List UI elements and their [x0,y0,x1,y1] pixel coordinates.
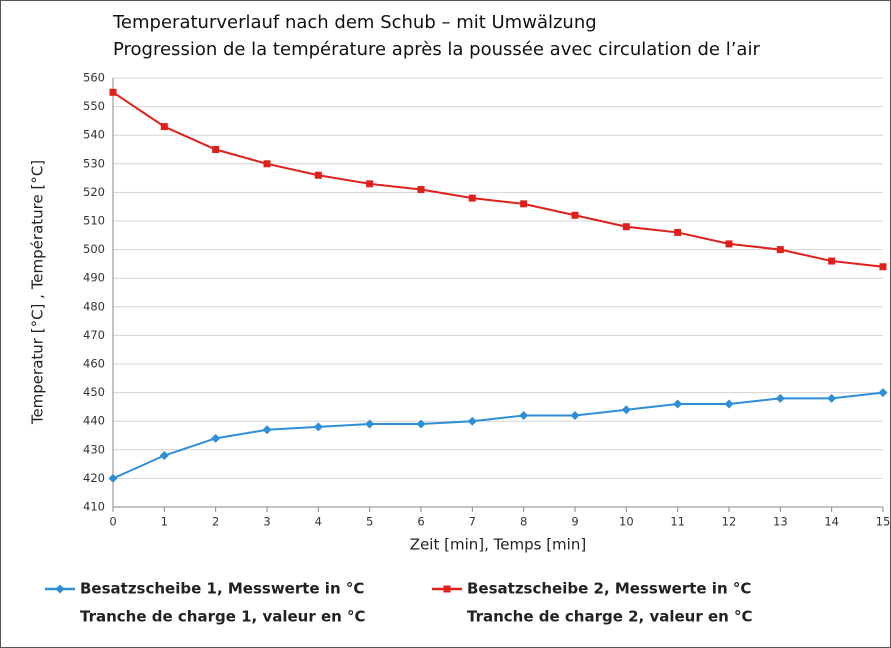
legend-label: Besatzscheibe 1, Messwerte in °C [80,580,364,598]
y-tick-label: 470 [83,328,105,342]
x-tick-label: 1 [161,515,168,529]
x-tick-label: 15 [876,515,891,529]
data-point [776,246,784,254]
chart-title: Temperaturverlauf nach dem Schub – mit U… [112,12,597,33]
x-tick-label: 3 [263,515,270,529]
y-tick-label: 480 [83,299,105,313]
data-point [109,88,117,96]
y-tick-label: 520 [83,185,105,199]
data-point [263,160,271,168]
data-point [366,180,374,188]
x-tick-label: 14 [824,515,839,529]
data-point [416,419,426,429]
data-point [313,422,323,432]
legend-label: Tranche de charge 2, valeur en °C [467,608,753,626]
data-point [212,146,220,153]
data-point [417,186,425,194]
legend-label: Tranche de charge 1, valeur en °C [80,608,366,626]
data-point [828,257,836,265]
data-point [519,410,529,420]
series-line [112,391,884,480]
x-tick-label: 13 [773,515,788,529]
y-tick-label: 540 [83,128,105,142]
data-point [365,419,375,429]
y-tick-label: 560 [83,71,105,85]
series-line [112,91,884,268]
data-point [159,451,169,461]
legend-marker [443,585,451,593]
y-tick-label: 460 [83,357,105,371]
y-axis-label: Temperatur [°C] , Température [°C] [29,160,47,425]
x-tick-label: 8 [520,515,527,529]
data-point [674,228,682,236]
data-point [879,263,887,271]
x-tick-label: 6 [417,515,424,529]
y-tick-label: 530 [83,156,105,170]
legend-label: Besatzscheibe 2, Messwerte in °C [467,580,751,598]
x-tick-label: 10 [619,515,634,529]
y-tick-label: 500 [83,242,105,256]
data-point [467,416,477,426]
x-tick-label: 7 [469,515,476,529]
y-tick-label: 510 [83,214,105,228]
data-point [160,123,168,131]
chart-subtitle: Progression de la température après la p… [113,39,760,60]
data-point [673,399,683,409]
data-point [468,194,476,202]
y-tick-label: 430 [83,442,105,456]
x-tick-label: 2 [212,515,219,529]
x-tick-label: 12 [722,515,737,529]
data-point [621,405,631,415]
legend-marker [55,584,65,594]
data-point [724,399,734,409]
data-point [622,223,630,231]
data-point [262,425,272,435]
data-point [878,388,888,398]
x-tick-label: 11 [670,515,685,529]
data-point [775,393,785,403]
data-point [725,240,733,248]
x-tick-label: 4 [315,515,322,529]
data-point [314,171,322,179]
y-tick-label: 420 [83,471,105,485]
data-point [211,433,221,443]
x-tick-label: 5 [366,515,373,529]
y-tick-label: 440 [83,414,105,428]
y-tick-label: 490 [83,271,105,285]
x-tick-label: 9 [571,515,578,529]
data-point [570,410,580,420]
data-point [520,200,528,208]
y-tick-label: 550 [83,99,105,113]
y-tick-label: 450 [83,385,105,399]
data-point [108,473,118,483]
x-tick-label: 0 [109,515,116,529]
x-axis-label: Zeit [min], Temps [min] [410,536,586,554]
data-point [827,393,837,403]
data-point [571,211,579,219]
y-tick-label: 410 [83,500,105,514]
